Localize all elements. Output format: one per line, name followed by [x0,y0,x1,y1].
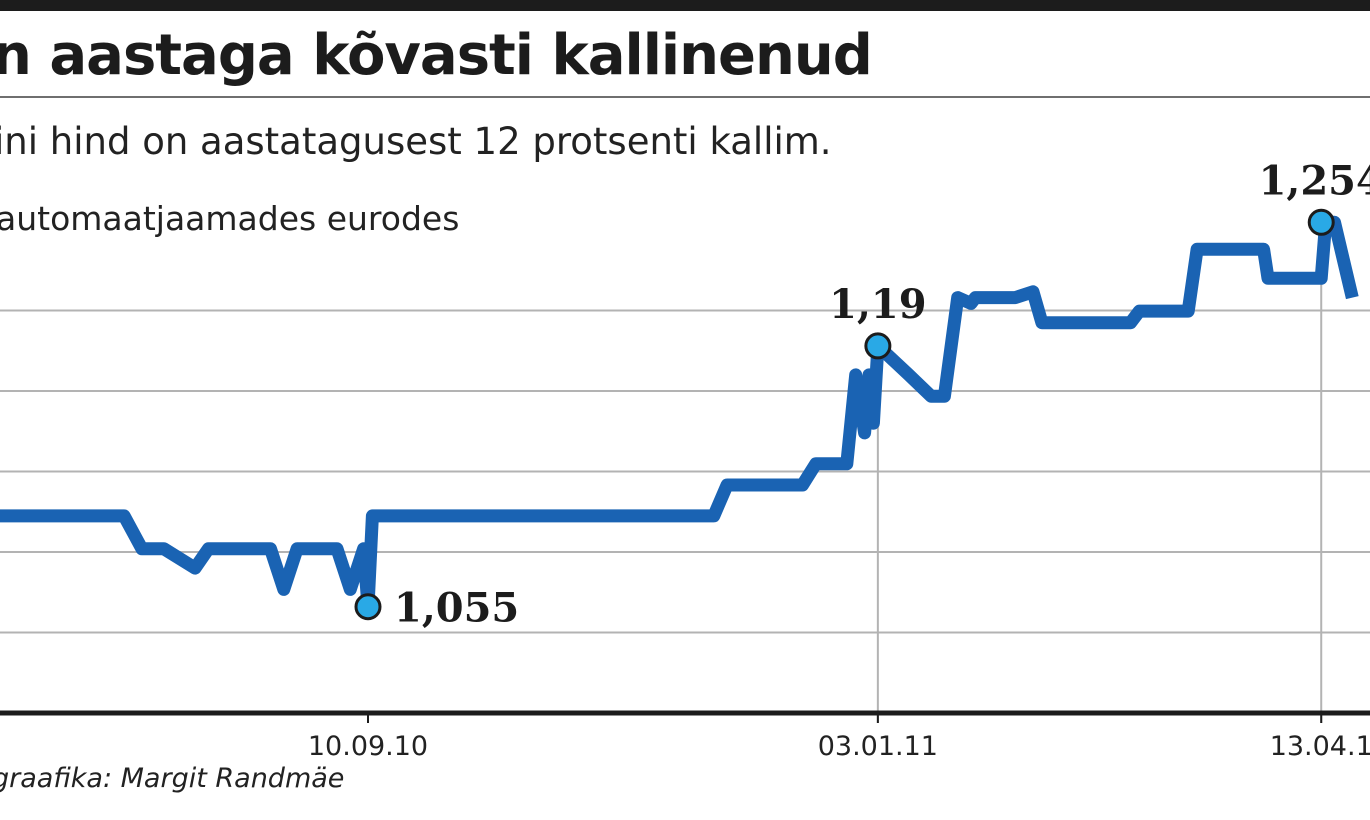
x-tick-label: 03.01.11 [818,731,938,762]
credit-text: graafika: Margit Randmäe [0,763,345,794]
x-tick-label: 13.04.1 [1270,731,1370,762]
gridlines [0,309,1370,634]
data-label: 1,055 [394,585,519,632]
title-rule [0,96,1370,98]
data-point-marker [864,332,892,360]
chart-subtitle: ini hind on aastatagusest 12 protsenti k… [0,120,832,163]
annotation-guides [876,222,1323,723]
series-layer [0,215,1359,614]
data-label: 1,19 [829,281,926,328]
chart-title: n aastaga kõvasti kallinenud [0,23,873,88]
data-point-marker [354,593,382,621]
data-point-marker [1307,208,1335,236]
top-bar [0,0,1370,11]
x-ticks: 10.09.10 03.01.11 13.04.1 [308,713,1370,762]
x-tick-label: 10.09.10 [308,731,428,762]
annotations: 1,055 1,19 1,254 [354,157,1370,632]
data-label: 1,254 [1259,157,1370,204]
y-unit-label: automaatjaamades eurodes [0,199,460,238]
series-line [0,215,1359,614]
